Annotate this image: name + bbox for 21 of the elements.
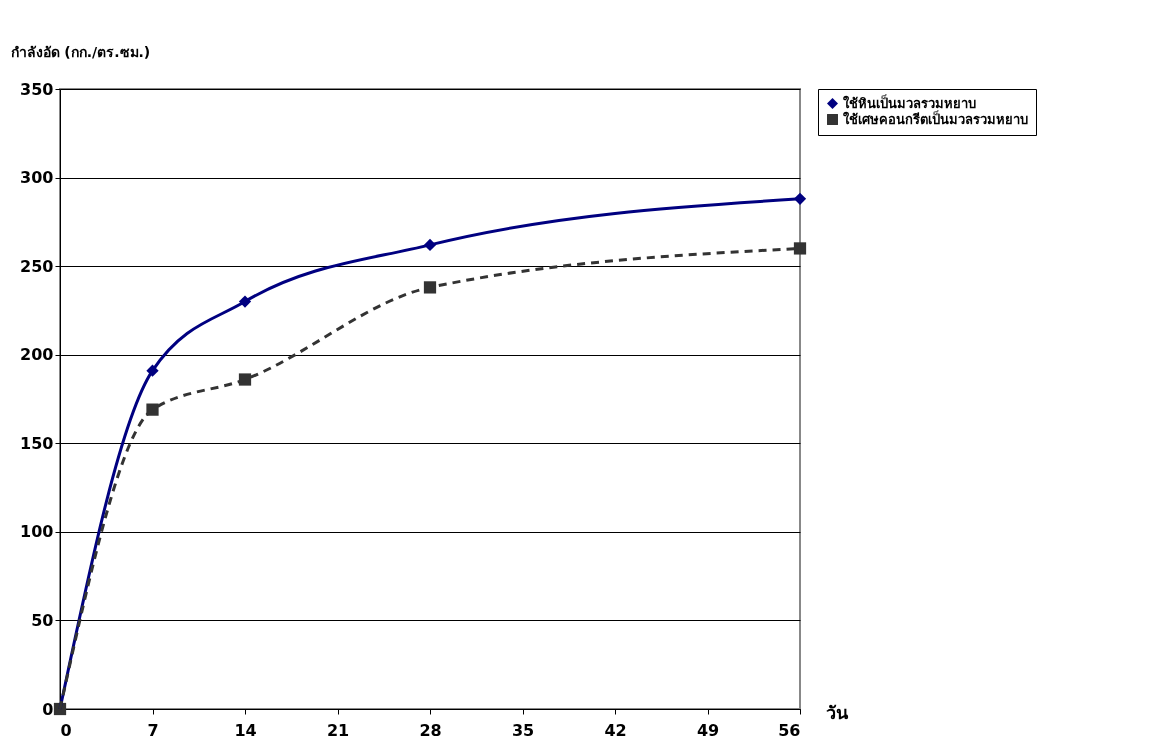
y-tick-label: 250 [20, 256, 54, 276]
x-tick-label: 56 [778, 720, 801, 740]
y-tick-label: 50 [31, 610, 54, 630]
x-tick-label: 7 [147, 720, 159, 740]
y-tick-label: 300 [20, 168, 54, 188]
x-tick-label: 35 [511, 720, 535, 740]
x-tick-label: 42 [604, 720, 627, 740]
x-tick-label: 0 [60, 720, 72, 740]
y-axis-title: กำลังอัด (กก./ตร.ซม.) [10, 43, 151, 60]
x-tick-label: 14 [234, 720, 257, 740]
x-tick-label: 28 [419, 720, 442, 740]
legend-label: ใช้เศษคอนกรีตเป็นมวลรวมหยาบ [843, 109, 1028, 127]
y-tick-label: 0 [42, 699, 54, 719]
x-tick-label: 21 [326, 720, 350, 740]
y-tick-label: 350 [20, 79, 54, 99]
y-tick-label: 150 [20, 433, 54, 453]
legend-label: ใช้หินเป็นมวลรวมหยาบ [843, 93, 976, 111]
x-axis-title: วัน [825, 701, 849, 723]
y-tick-label: 200 [20, 345, 54, 365]
y-tick-label: 100 [20, 522, 54, 542]
x-tick-label: 49 [696, 720, 720, 740]
